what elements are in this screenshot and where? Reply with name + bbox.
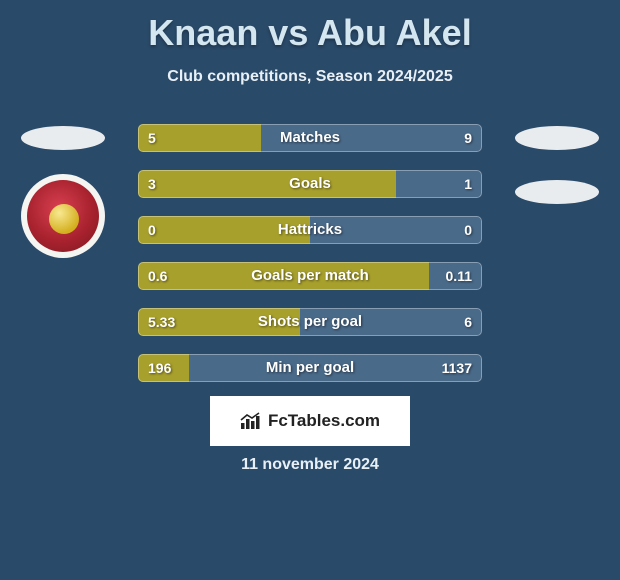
watermark: FcTables.com xyxy=(210,396,410,446)
stat-value-left: 0.6 xyxy=(148,262,167,290)
stat-bar-right xyxy=(310,216,482,244)
stat-row: 0Hattricks0 xyxy=(138,216,482,244)
club-badge-ball-icon xyxy=(49,204,79,234)
page-title: Knaan vs Abu Akel xyxy=(0,0,620,54)
stat-row: 5.33Shots per goal6 xyxy=(138,308,482,336)
club-badge-left xyxy=(21,174,105,258)
player-left-placeholder xyxy=(21,126,105,150)
stat-bars: 5Matches9 3Goals1 0Hattricks0 0.6Goals per … xyxy=(138,124,482,400)
right-column xyxy=(512,112,602,204)
stat-row: 196Min per goal1137 xyxy=(138,354,482,382)
stat-value-right: 1 xyxy=(464,170,472,198)
player-right-placeholder xyxy=(515,126,599,150)
stat-row: 3Goals1 xyxy=(138,170,482,198)
watermark-text: FcTables.com xyxy=(268,411,380,431)
stat-value-left: 196 xyxy=(148,354,171,382)
stat-value-left: 0 xyxy=(148,216,156,244)
stat-bar-left xyxy=(138,216,310,244)
stat-row: 5Matches9 xyxy=(138,124,482,152)
stat-bar-right xyxy=(300,308,482,336)
club-right-placeholder xyxy=(515,180,599,204)
stat-value-left: 3 xyxy=(148,170,156,198)
left-column xyxy=(18,112,108,258)
stat-value-right: 6 xyxy=(464,308,472,336)
stat-value-right: 0 xyxy=(464,216,472,244)
stat-value-right: 9 xyxy=(464,124,472,152)
stat-bar-left xyxy=(138,170,396,198)
chart-icon xyxy=(240,412,262,430)
stat-value-right: 1137 xyxy=(442,354,472,382)
footer-date: 11 november 2024 xyxy=(0,456,620,474)
stat-value-right: 0.11 xyxy=(446,262,472,290)
comparison-panel: 5Matches9 3Goals1 0Hattricks0 0.6Goals per … xyxy=(0,112,620,392)
stat-row: 0.6Goals per match0.11 xyxy=(138,262,482,290)
subtitle: Club competitions, Season 2024/2025 xyxy=(0,68,620,86)
stat-value-left: 5.33 xyxy=(148,308,175,336)
stat-value-left: 5 xyxy=(148,124,156,152)
stat-bar-left xyxy=(138,262,429,290)
stat-bar-right xyxy=(261,124,482,152)
stat-bar-right xyxy=(189,354,482,382)
stat-bar-left xyxy=(138,124,261,152)
